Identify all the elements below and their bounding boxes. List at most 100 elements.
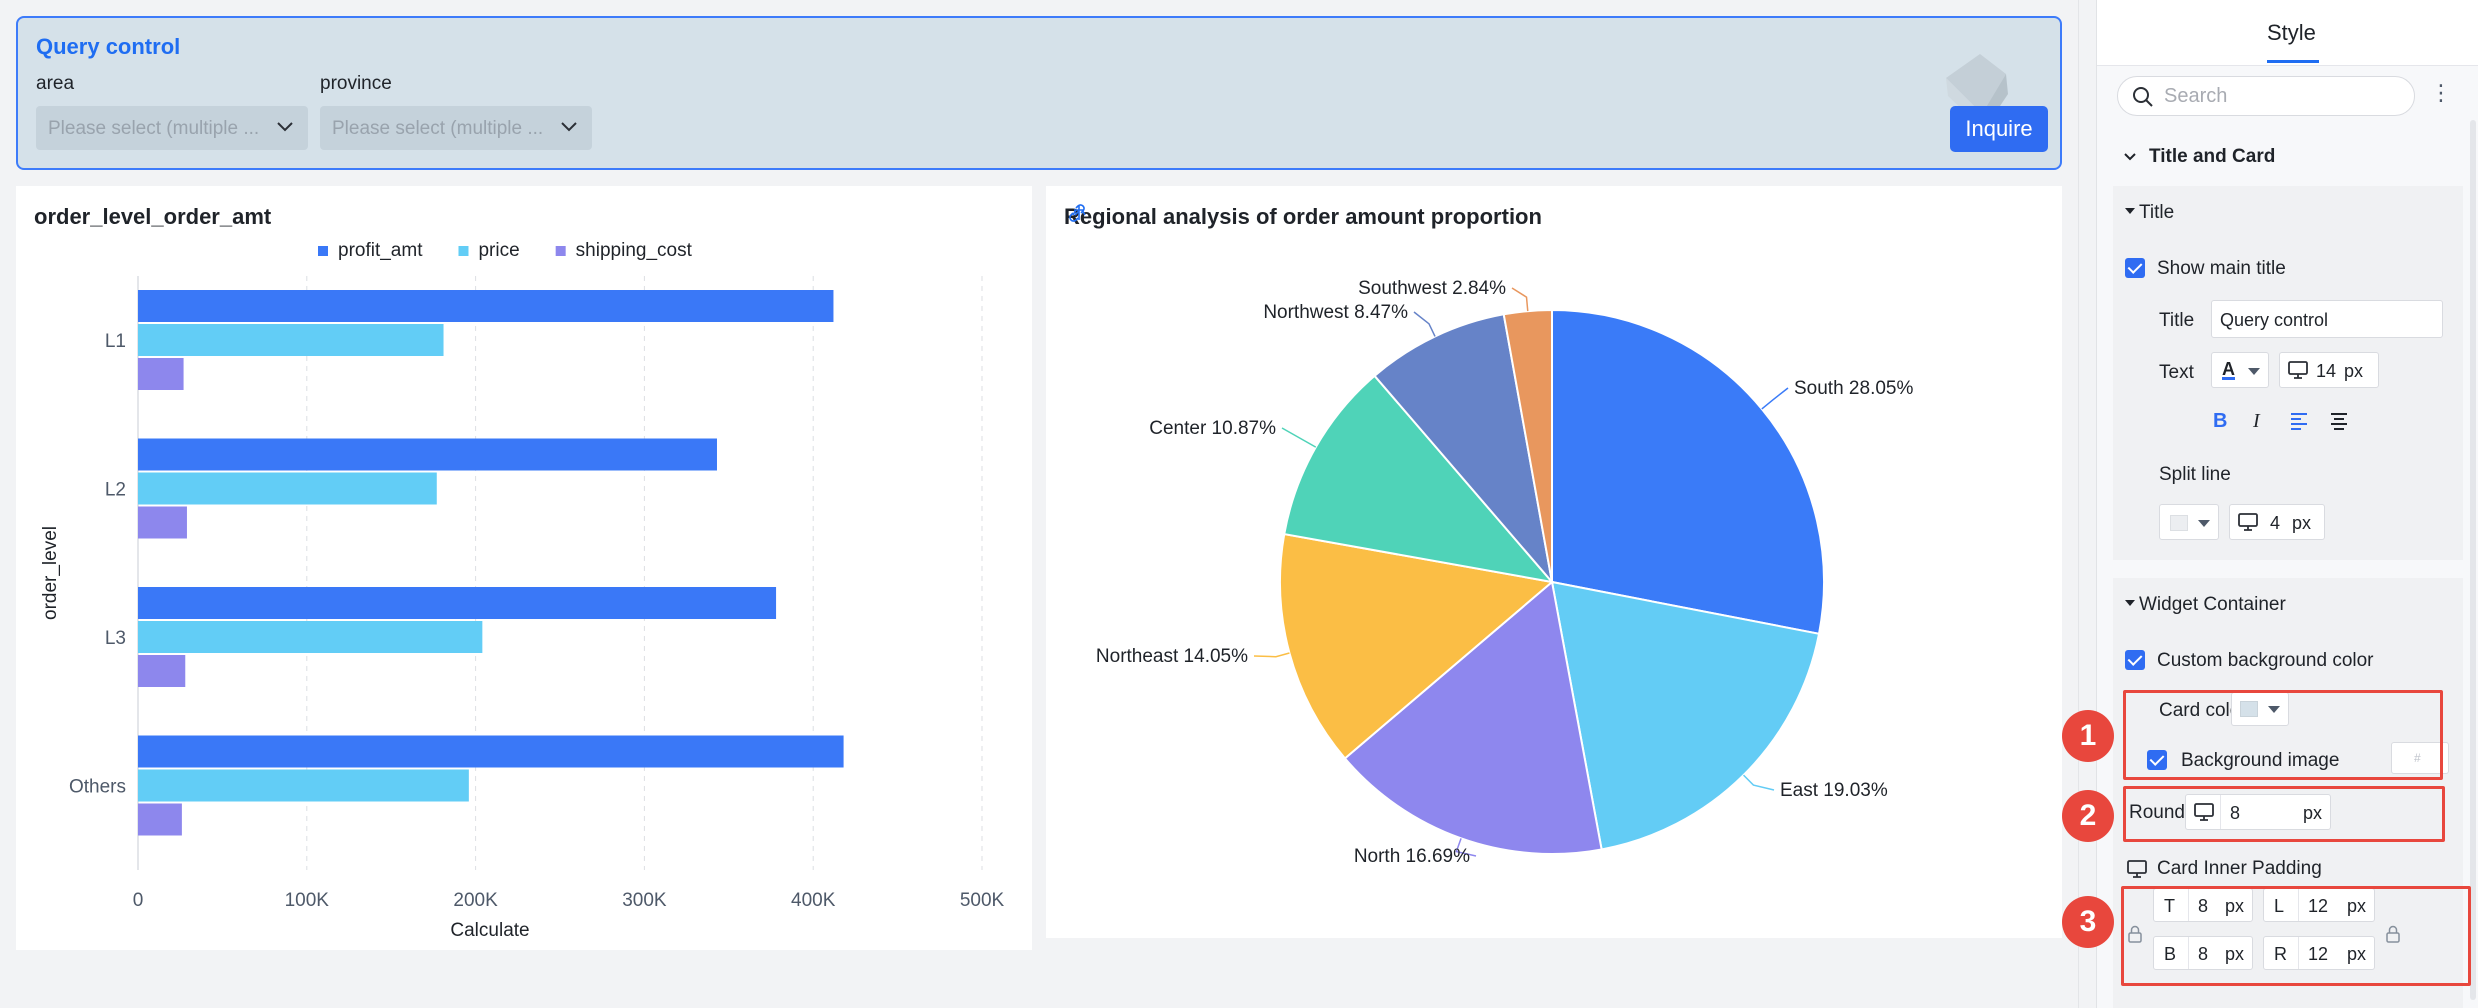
separator [2298,889,2299,921]
padding-top-value: 8 [2198,896,2209,916]
pie-leader-line [1253,652,1290,658]
split-line-size-input[interactable]: 4 px [2229,504,2325,540]
custom-background-checkbox[interactable] [2125,650,2145,670]
padding-top-unit: px [2224,896,2244,916]
lock-icon[interactable] [2127,924,2143,944]
monitor-icon [2238,513,2258,531]
legend-label-price: price [478,240,519,261]
query-control-title: Query control [36,34,181,59]
callout-badge-2: 2 [2062,790,2114,842]
section-title-and-card[interactable]: Title and Card [2149,146,2276,167]
y-tick-label: L2 [105,480,126,501]
align-left-icon[interactable] [2289,412,2309,430]
tab-active-indicator [2267,60,2319,63]
font-size-value: 14 [2316,361,2337,381]
x-tick-label: 200K [453,890,498,911]
monitor-icon [2127,860,2147,878]
search-input[interactable]: Search [2117,76,2415,116]
separator [2298,937,2299,969]
bar-price-L2 [138,472,437,505]
round-label: Round [2129,802,2185,823]
title-group-toggle-icon[interactable] [2125,208,2135,214]
padding-left-unit: px [2346,896,2366,916]
caret-down-icon [2198,520,2210,527]
bar-price-L1 [138,324,444,356]
panel-scrollbar[interactable] [2470,120,2476,1000]
pie-slice [1373,313,1554,586]
pie-chart: South 28.05% East 19.03% North 16.69% North… [1096,278,1914,867]
legend-swatch-shipping_cost [555,246,566,256]
card-color-swatch [2240,701,2258,717]
title-input-value: Query control [2220,310,2329,330]
padding-left-input[interactable]: L 12 px [2263,888,2375,922]
card-color-picker[interactable] [2231,692,2289,726]
background-image-label: Background image [2181,750,2340,771]
font-size-unit: px [2344,361,2364,381]
split-line-size-value: 4 [2270,513,2281,533]
title-font-size-input[interactable]: 14 px [2279,352,2379,388]
padding-bottom-input[interactable]: B 8 px [2153,936,2253,970]
monitor-icon [2194,803,2214,821]
highlight-box-round [2123,786,2445,842]
bar-profit_amt-Others [138,735,844,768]
pie-slice-label: South 28.05% [1794,378,1913,399]
y-tick-label: L3 [105,628,126,649]
widget-container-toggle-icon[interactable] [2125,600,2135,606]
query-control-card[interactable]: Query control area Please select (multip… [16,16,2062,170]
pie-chart-card: Regional analysis of order amount propor… [1046,186,2062,938]
pie-leader-line [1761,387,1789,410]
drill-icon[interactable] [1070,204,1088,222]
y-tick-label: Others [69,777,126,798]
pie-slice [1502,308,1553,583]
pie-slice-label: Center 10.87% [1149,418,1276,439]
pie-leader-line [1743,774,1775,791]
tab-style[interactable]: Style [2267,20,2316,45]
text-label: Text [2159,362,2194,383]
show-main-title-checkbox[interactable] [2125,258,2145,278]
title-group: Title Show main title Title Query contro… [2113,186,2463,560]
background-image-upload[interactable]: # [2391,742,2449,774]
x-tick-label: 400K [791,890,836,911]
widget-container-group: Widget Container Custom background color… [2113,578,2463,1008]
area-select[interactable]: Please select (multiple ... [36,106,308,150]
separator [2188,889,2189,921]
province-select-placeholder: Please select (multiple ... [332,118,544,139]
monitor-icon [2288,361,2308,379]
dashboard-canvas: Query control area Please select (multip… [16,16,2062,950]
province-label: province [320,73,392,94]
widget-container-heading: Widget Container [2139,594,2286,615]
pie-leader-line [1511,287,1529,312]
padding-bottom-key: B [2164,944,2177,964]
title-input[interactable]: Query control [2211,300,2443,338]
panel-resize-handle[interactable] [2078,0,2096,1008]
align-center-icon[interactable] [2329,412,2349,430]
y-axis-title: order_level [40,526,61,620]
title-group-heading: Title [2139,202,2175,223]
title-label: Title [2159,310,2195,331]
split-line-color-picker[interactable] [2159,504,2219,540]
padding-right-key: R [2274,944,2287,964]
split-line-size-unit: px [2292,513,2312,533]
bar-chart-title: order_level_order_amt [34,204,272,229]
inquire-button[interactable]: Inquire [1950,106,2048,152]
bar-profit_amt-L3 [138,587,777,619]
x-tick-label: 0 [133,890,144,911]
lock-icon[interactable] [2385,924,2401,944]
bold-button[interactable]: B [2213,410,2228,432]
background-image-checkbox[interactable] [2147,750,2167,770]
more-options-icon[interactable]: ⋮ [2430,80,2452,105]
pie-slice-label: North 16.69% [1354,846,1470,867]
bar-profit_amt-L2 [138,438,717,471]
round-input[interactable]: 8 px [2185,794,2331,830]
chevron-down-icon [561,122,577,132]
italic-button[interactable]: I [2253,410,2260,432]
callout-badge-1: 1 [2062,710,2114,762]
collapse-chevron-icon[interactable] [2123,150,2137,164]
background-image-value: # [2414,751,2421,765]
text-color-picker[interactable]: A [2211,352,2269,388]
province-select[interactable]: Please select (multiple ... [320,106,592,150]
padding-right-input[interactable]: R 12 px [2263,936,2375,970]
x-tick-label: 300K [622,890,667,911]
link-icon[interactable] [1068,204,1086,222]
font-color-glyph: A [2222,359,2235,379]
